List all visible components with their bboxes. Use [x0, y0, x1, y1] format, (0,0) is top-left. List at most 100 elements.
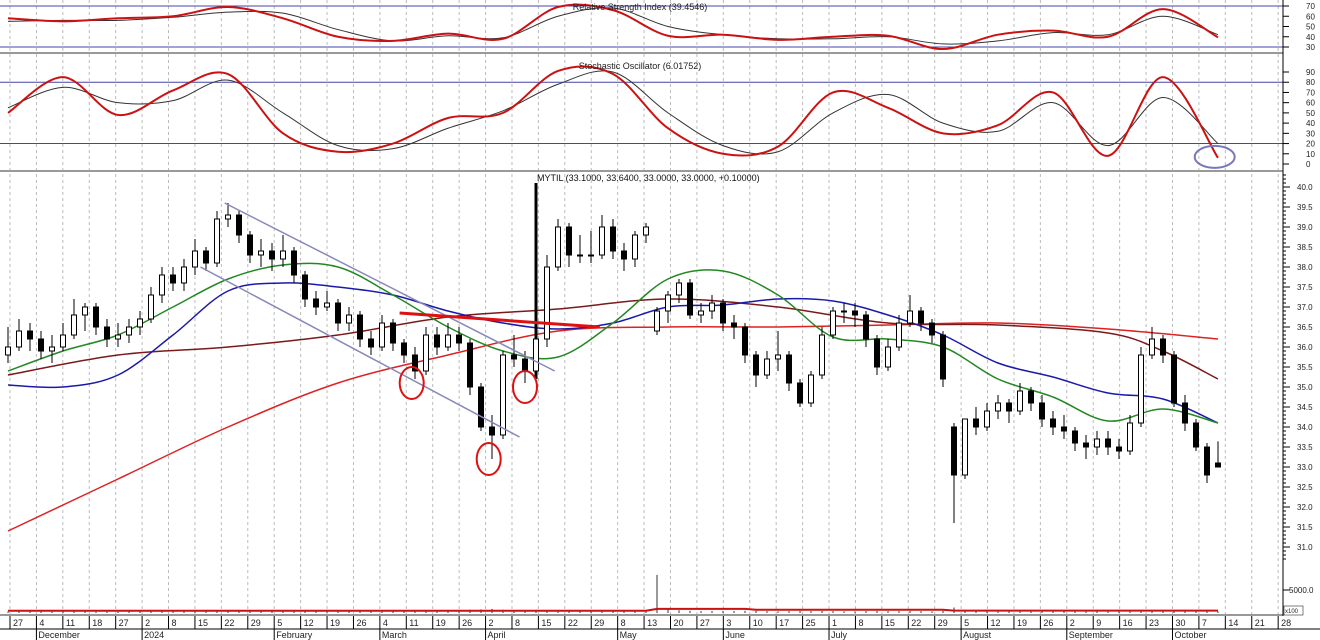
- week-tick-label: 10: [753, 618, 763, 628]
- candle-body: [236, 214, 242, 236]
- candle-body: [500, 354, 506, 436]
- candlestick: [1061, 415, 1067, 439]
- candlestick: [93, 303, 99, 335]
- week-tick-label: 12: [991, 618, 1001, 628]
- candle-body: [929, 322, 935, 336]
- circle-annotation: [398, 366, 425, 400]
- week-tick-label: 4: [383, 618, 388, 628]
- candle-body: [764, 358, 770, 376]
- week-tick-label: 23: [1149, 618, 1159, 628]
- candlestick: [1127, 415, 1133, 455]
- candle-body: [214, 218, 220, 264]
- week-tick-label: 15: [541, 618, 551, 628]
- candle-body: [346, 314, 352, 324]
- candle-body: [874, 338, 880, 368]
- candle-body: [225, 214, 231, 220]
- week-tick-label: 19: [330, 618, 340, 628]
- moving-average-line: [7, 262, 1219, 424]
- rsi-tick-label: 50: [1306, 23, 1315, 32]
- stochastic-tick-label: 70: [1306, 88, 1315, 97]
- candlestick: [60, 323, 66, 351]
- candlestick: [302, 271, 308, 307]
- candlestick: [500, 351, 506, 439]
- candle-body: [544, 266, 550, 340]
- candlestick: [236, 211, 242, 243]
- candlestick: [962, 418, 968, 479]
- week-tick-label: 26: [356, 618, 366, 628]
- stochastic-D-line: [7, 70, 1219, 155]
- circle-annotation: [512, 370, 538, 404]
- month-label: August: [963, 630, 992, 640]
- week-tick-label: 28: [1281, 618, 1291, 628]
- price-tick-label: 35.0: [1297, 383, 1313, 392]
- candle-body: [423, 334, 429, 372]
- candlestick: [797, 379, 803, 407]
- price-tick-label: 37.5: [1297, 283, 1313, 292]
- candlestick: [995, 395, 1001, 419]
- candlestick: [1204, 443, 1210, 483]
- week-tick-label: 5: [964, 618, 969, 628]
- month-label: September: [1069, 630, 1113, 640]
- candlestick: [643, 223, 649, 243]
- month-label: February: [276, 630, 313, 640]
- candlestick: [1160, 335, 1166, 363]
- candle-body: [1193, 422, 1199, 448]
- candle-body: [456, 334, 462, 344]
- candlestick: [126, 319, 132, 343]
- week-tick-label: 22: [568, 618, 578, 628]
- candle-body: [1182, 402, 1188, 424]
- candle-body: [775, 354, 781, 360]
- candlestick: [1105, 431, 1111, 455]
- stochastic-title: Stochastic Oscillator (6.01752): [579, 61, 702, 71]
- week-tick-label: 27: [13, 618, 23, 628]
- candle-body: [1116, 446, 1122, 452]
- candle-body: [412, 354, 418, 372]
- candle-body: [709, 302, 715, 312]
- candle-body: [115, 334, 121, 340]
- candlestick: [1028, 387, 1034, 411]
- candle-body: [643, 226, 649, 236]
- week-tick-label: 4: [39, 618, 44, 628]
- candle-body: [478, 386, 484, 428]
- candlestick: [896, 315, 902, 351]
- candlestick: [291, 247, 297, 283]
- candlestick: [1006, 399, 1012, 423]
- stochastic-tick-label: 60: [1306, 99, 1315, 108]
- candlestick: [368, 331, 374, 355]
- candle-body: [71, 314, 77, 336]
- candlestick: [885, 339, 891, 371]
- month-label: October: [1174, 630, 1206, 640]
- candle-body: [203, 250, 209, 264]
- price-tick-label: 32.5: [1297, 483, 1313, 492]
- candlestick: [379, 315, 385, 351]
- week-tick-label: 17: [779, 618, 789, 628]
- candle-body: [885, 346, 891, 368]
- volume-unit-box: [1283, 605, 1304, 616]
- candle-body: [1072, 430, 1078, 444]
- candle-body: [60, 334, 66, 348]
- candlestick: [214, 211, 220, 267]
- week-tick-label: 14: [1228, 618, 1238, 628]
- stochastic-tick-label: 40: [1306, 119, 1315, 128]
- week-tick-label: 2: [489, 618, 494, 628]
- candle-body: [610, 226, 616, 252]
- candlestick: [577, 235, 583, 263]
- candle-body: [577, 254, 583, 257]
- candle-body: [93, 306, 99, 328]
- candle-body: [621, 250, 627, 260]
- candle-body: [819, 334, 825, 376]
- week-tick-label: 1: [832, 618, 837, 628]
- stochastic-tick-label: 80: [1306, 78, 1315, 87]
- candle-body: [170, 274, 176, 284]
- candlestick: [16, 319, 22, 351]
- rsi-signal-line: [7, 7, 1219, 45]
- price-title: MYTIL (33.1000, 33.6400, 33.0000, 33.000…: [537, 173, 760, 183]
- candle-body: [49, 346, 55, 352]
- candle-body: [104, 326, 110, 340]
- candle-body: [159, 274, 165, 296]
- candle-body: [555, 226, 561, 268]
- candle-body: [588, 254, 594, 257]
- candlestick: [830, 307, 836, 339]
- candlestick: [456, 327, 462, 351]
